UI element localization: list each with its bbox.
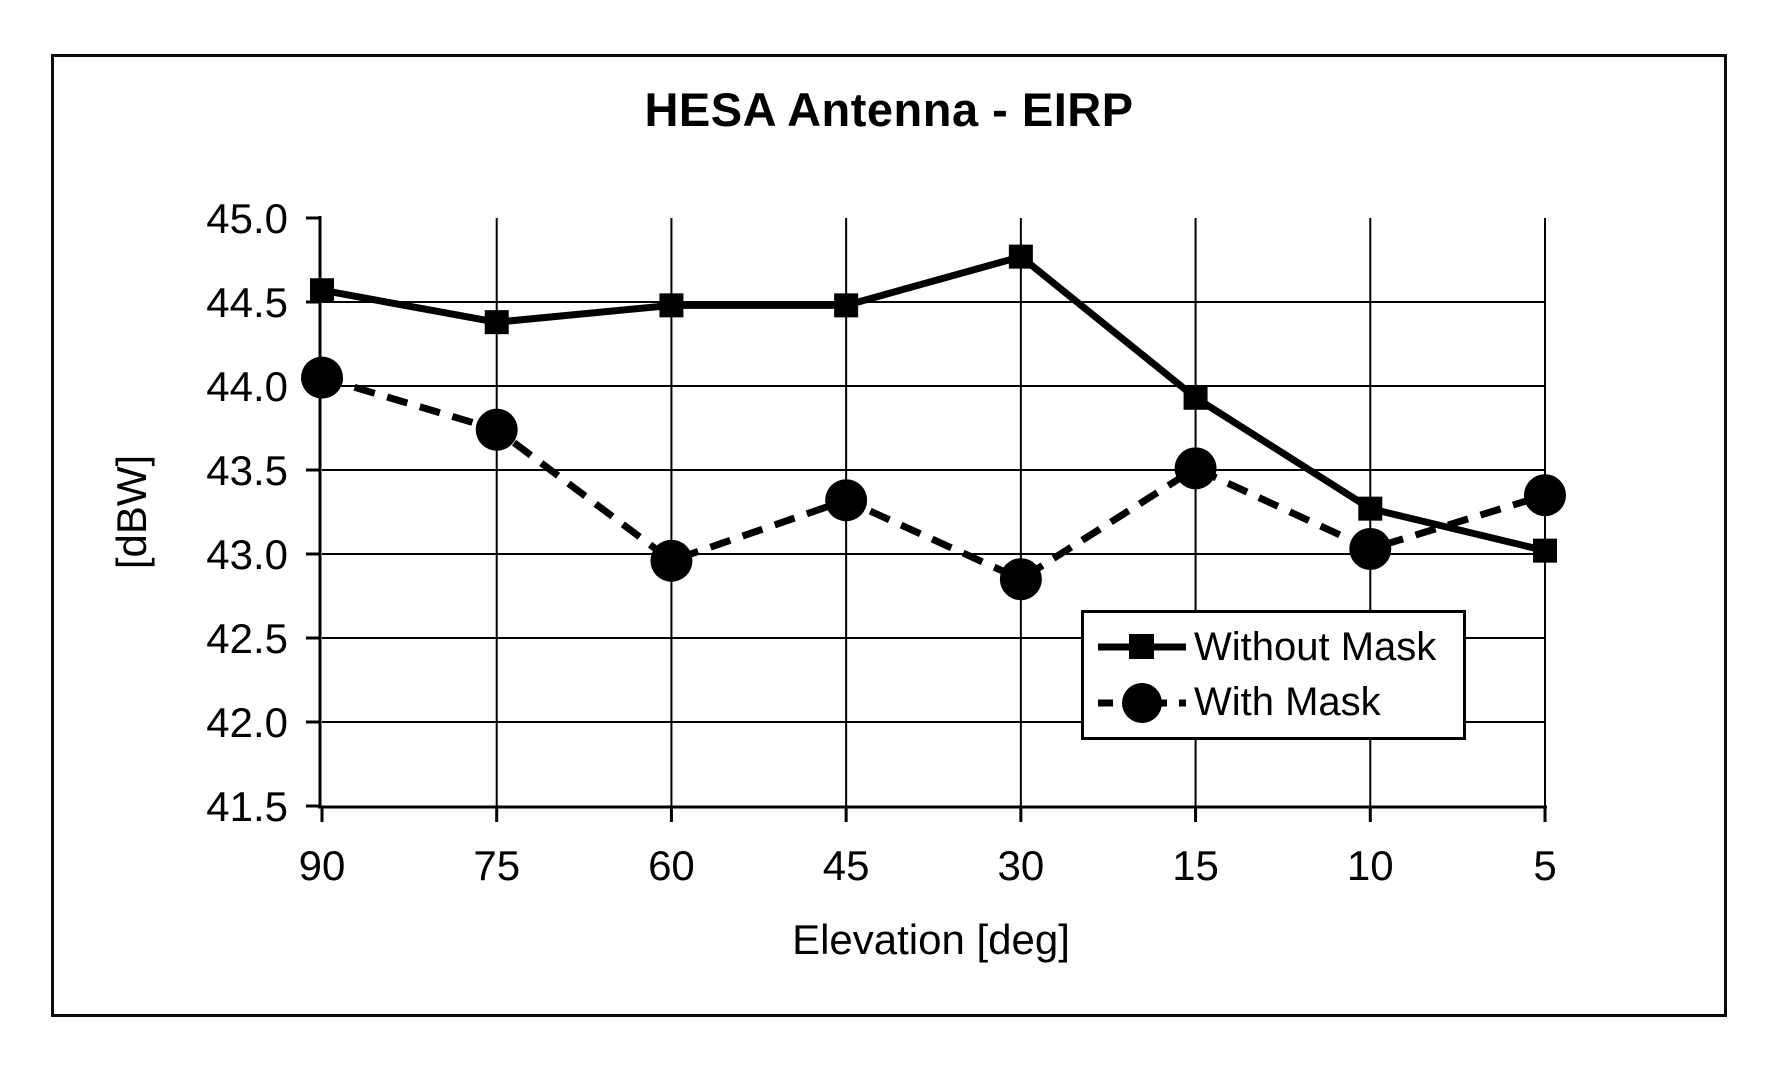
- x-axis-title: Elevation [deg]: [792, 916, 1070, 963]
- data-point-square: [310, 278, 334, 303]
- y-tick-label: 42.0: [206, 699, 288, 746]
- data-point-square: [659, 293, 684, 318]
- data-point-circle: [650, 539, 693, 582]
- chart-border-frame: [51, 54, 1727, 1017]
- x-tick-label: 45: [823, 842, 870, 889]
- data-point-circle: [1524, 474, 1566, 517]
- data-point-square: [1358, 496, 1383, 521]
- x-tick-label: 15: [1172, 842, 1219, 889]
- chart-title: HESA Antenna - EIRP: [644, 83, 1134, 136]
- data-point-square: [484, 310, 509, 335]
- y-tick-label: 44.5: [206, 279, 288, 326]
- y-tick-label: 43.5: [206, 447, 288, 494]
- y-tick-label: 44.0: [206, 363, 288, 410]
- legend-box: Without Mask With Mask: [1081, 610, 1466, 740]
- data-point-circle: [999, 558, 1042, 601]
- data-point-circle: [825, 479, 868, 522]
- data-point-circle: [301, 356, 343, 399]
- x-tick-label: 60: [648, 842, 695, 889]
- legend-label: Without Mask: [1194, 624, 1437, 669]
- data-point-square: [1183, 385, 1208, 410]
- circle-marker-icon: [1098, 682, 1186, 723]
- data-point-square: [1533, 538, 1557, 563]
- data-point-square: [1008, 244, 1033, 269]
- y-tick-label: 41.5: [206, 783, 288, 830]
- x-tick-label: 5: [1533, 842, 1556, 889]
- series-line-without-mask: [321, 252, 1546, 555]
- data-point-circle: [1174, 447, 1217, 490]
- x-tick-label: 90: [299, 842, 346, 889]
- y-tick-label: 43.0: [206, 531, 288, 578]
- data-point-square: [834, 293, 859, 318]
- data-point-circle: [475, 408, 518, 451]
- series-line-with-mask: [321, 374, 1547, 584]
- square-marker-icon: [1098, 634, 1186, 660]
- y-axis-title: [dBW]: [108, 454, 155, 570]
- data-point-circle: [1349, 527, 1392, 570]
- x-tick-label: 75: [473, 842, 520, 889]
- y-tick-label: 45.0: [206, 195, 288, 242]
- legend-item-without-mask: Without Mask: [1096, 624, 1459, 670]
- x-tick-label: 30: [997, 842, 1044, 889]
- y-tick-label: 42.5: [206, 615, 288, 662]
- legend-item-with-mask: With Mask: [1096, 680, 1459, 726]
- legend-label: With Mask: [1194, 680, 1381, 725]
- x-tick-label: 10: [1347, 842, 1394, 889]
